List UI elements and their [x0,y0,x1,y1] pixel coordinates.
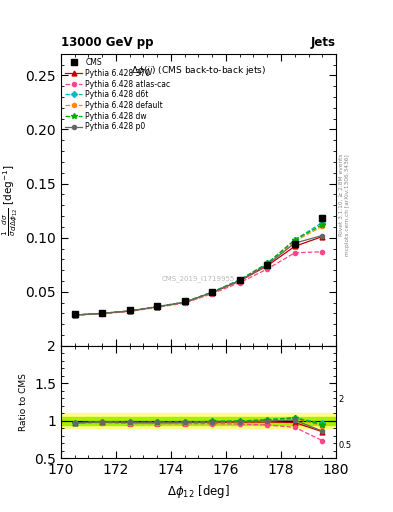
Pythia 6.428 dw [265,261,270,267]
Pythia 6.428 370 [72,312,77,318]
Pythia 6.428 dw [237,277,242,283]
Bar [61,417,336,424]
Pythia 6.428 default [292,238,297,244]
Pythia 6.428 atlas-cac [155,304,160,310]
Pythia 6.428 370 [292,243,297,249]
Pythia 6.428 p0 [320,232,325,239]
Pythia 6.428 d6t [292,237,297,243]
Pythia 6.428 atlas-cac [210,290,215,296]
Text: $\Delta\phi(\mathit{jj})$ (CMS back-to-back jets): $\Delta\phi(\mathit{jj})$ (CMS back-to-b… [131,64,266,77]
Pythia 6.428 p0 [210,289,215,295]
Pythia 6.428 dw [210,289,215,295]
Pythia 6.428 d6t [237,277,242,283]
Text: Rivet 3.1.10, ≥ 2.8M events: Rivet 3.1.10, ≥ 2.8M events [339,153,344,236]
Text: 2: 2 [339,395,344,404]
Line: Pythia 6.428 370: Pythia 6.428 370 [72,234,325,317]
Pythia 6.428 d6t [100,310,105,316]
Pythia 6.428 default [320,223,325,229]
Pythia 6.428 370 [155,304,160,310]
Y-axis label: $\frac{1}{\sigma}\frac{d\sigma}{d\Delta\phi_{12}}\ \rm{[deg^{-1}]}$: $\frac{1}{\sigma}\frac{d\sigma}{d\Delta\… [0,164,20,236]
Pythia 6.428 atlas-cac [127,308,132,314]
Text: Jets: Jets [311,36,336,49]
Pythia 6.428 p0 [155,304,160,310]
Pythia 6.428 atlas-cac [182,300,187,306]
Pythia 6.428 d6t [72,312,77,318]
Pythia 6.428 dw [155,304,160,310]
Pythia 6.428 370 [210,290,215,296]
Pythia 6.428 dw [320,222,325,228]
Pythia 6.428 p0 [237,278,242,284]
X-axis label: $\Delta\phi_{12}\ \rm{[deg]}$: $\Delta\phi_{12}\ \rm{[deg]}$ [167,483,230,500]
Text: mcplots.cern.ch [arXiv:1306.3436]: mcplots.cern.ch [arXiv:1306.3436] [345,154,350,255]
Pythia 6.428 dw [182,299,187,305]
Pythia 6.428 default [127,308,132,314]
Pythia 6.428 default [155,304,160,310]
Line: Pythia 6.428 default: Pythia 6.428 default [73,224,324,317]
Pythia 6.428 dw [100,310,105,316]
Line: Pythia 6.428 p0: Pythia 6.428 p0 [73,233,324,317]
Pythia 6.428 atlas-cac [100,311,105,317]
Pythia 6.428 d6t [265,261,270,267]
Pythia 6.428 d6t [127,308,132,314]
Pythia 6.428 p0 [265,262,270,268]
Bar [61,413,336,428]
Pythia 6.428 atlas-cac [237,280,242,286]
Pythia 6.428 370 [100,310,105,316]
Pythia 6.428 d6t [210,289,215,295]
Text: 13000 GeV pp: 13000 GeV pp [61,36,153,49]
Pythia 6.428 default [72,312,77,318]
Y-axis label: Ratio to CMS: Ratio to CMS [20,373,29,431]
Text: CMS_2019_I1719955: CMS_2019_I1719955 [162,275,235,282]
Pythia 6.428 default [210,290,215,296]
Pythia 6.428 dw [292,237,297,243]
Pythia 6.428 dw [72,312,77,318]
Pythia 6.428 370 [182,300,187,306]
Pythia 6.428 d6t [320,220,325,226]
Pythia 6.428 370 [127,308,132,314]
Pythia 6.428 atlas-cac [320,249,325,255]
Pythia 6.428 370 [320,233,325,240]
Pythia 6.428 atlas-cac [292,250,297,256]
Line: Pythia 6.428 atlas-cac: Pythia 6.428 atlas-cac [73,250,324,317]
Line: Pythia 6.428 dw: Pythia 6.428 dw [72,222,325,318]
Pythia 6.428 default [237,278,242,284]
Line: Pythia 6.428 d6t: Pythia 6.428 d6t [73,221,324,317]
Pythia 6.428 atlas-cac [72,312,77,318]
Legend: CMS, Pythia 6.428 370, Pythia 6.428 atlas-cac, Pythia 6.428 d6t, Pythia 6.428 de: CMS, Pythia 6.428 370, Pythia 6.428 atla… [64,57,172,133]
Pythia 6.428 p0 [127,308,132,314]
Pythia 6.428 p0 [182,299,187,305]
Pythia 6.428 default [265,262,270,268]
Pythia 6.428 d6t [155,304,160,310]
Pythia 6.428 p0 [292,240,297,246]
Text: 0.5: 0.5 [339,441,352,450]
Pythia 6.428 370 [237,278,242,284]
Pythia 6.428 p0 [100,310,105,316]
Pythia 6.428 dw [127,308,132,314]
Pythia 6.428 default [100,310,105,316]
Pythia 6.428 370 [265,263,270,269]
Pythia 6.428 p0 [72,312,77,318]
Pythia 6.428 d6t [182,299,187,305]
Pythia 6.428 default [182,300,187,306]
Pythia 6.428 atlas-cac [265,266,270,272]
